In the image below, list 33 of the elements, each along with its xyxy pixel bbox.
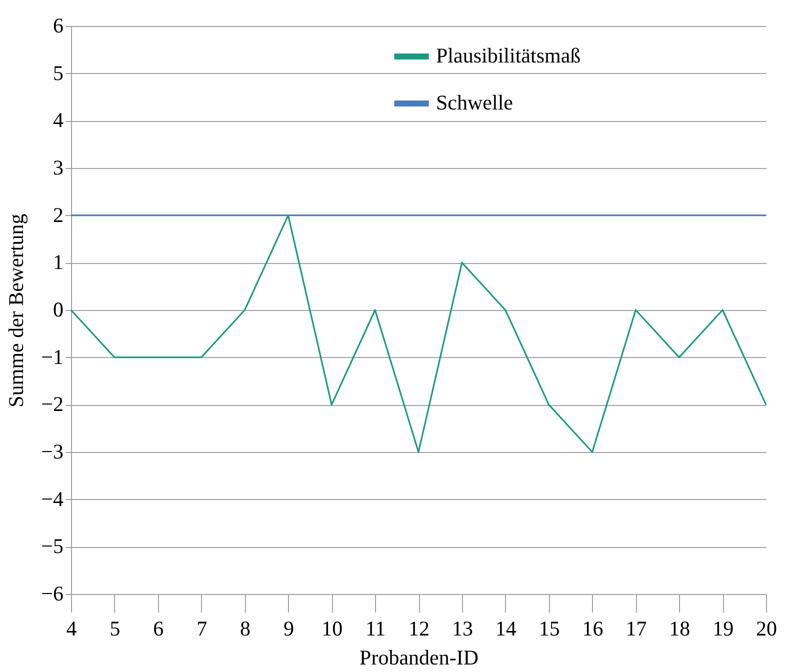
y-tick-label: 5 [53, 60, 64, 85]
legend-label: Plausibilitätsmaß [436, 44, 581, 68]
y-tick-label: 3 [53, 156, 64, 180]
y-tick-label: −1 [41, 344, 64, 369]
y-tick-label: −6 [41, 582, 64, 606]
y-axis-title: Summe der Bewertung [4, 213, 28, 408]
x-tick-label: 7 [196, 616, 208, 640]
x-tick-label: 18 [669, 616, 690, 640]
y-tick-label: 1 [53, 250, 64, 274]
y-tick-label: 2 [53, 202, 64, 227]
x-tick-label: 12 [408, 616, 430, 640]
y-tick-label: −4 [41, 486, 64, 511]
x-tick-label: 19 [712, 616, 734, 640]
y-tick-label: −5 [41, 534, 64, 558]
y-tick-label: −2 [41, 392, 64, 416]
x-tick-label: 20 [756, 616, 777, 640]
x-axis-title: Probanden-ID [360, 646, 478, 670]
x-tick-label: 15 [538, 616, 560, 640]
x-tick-label: 6 [153, 616, 164, 640]
y-tick-label: 4 [53, 108, 64, 132]
x-tick-label: 14 [495, 616, 517, 640]
y-tick-label: −3 [41, 440, 64, 464]
x-tick-label: 11 [365, 616, 386, 640]
y-tick-label: 0 [53, 298, 64, 322]
x-tick-label: 13 [452, 616, 473, 640]
x-tick-label: 5 [110, 616, 120, 640]
x-tick-label: 9 [283, 616, 294, 640]
x-tick-label: 17 [626, 616, 647, 640]
x-tick-label: 16 [582, 616, 604, 640]
x-tick-label: 10 [322, 616, 343, 640]
legend-label: Schwelle [436, 90, 513, 114]
x-tick-label: 8 [240, 616, 250, 640]
y-tick-label: 6 [53, 14, 64, 38]
